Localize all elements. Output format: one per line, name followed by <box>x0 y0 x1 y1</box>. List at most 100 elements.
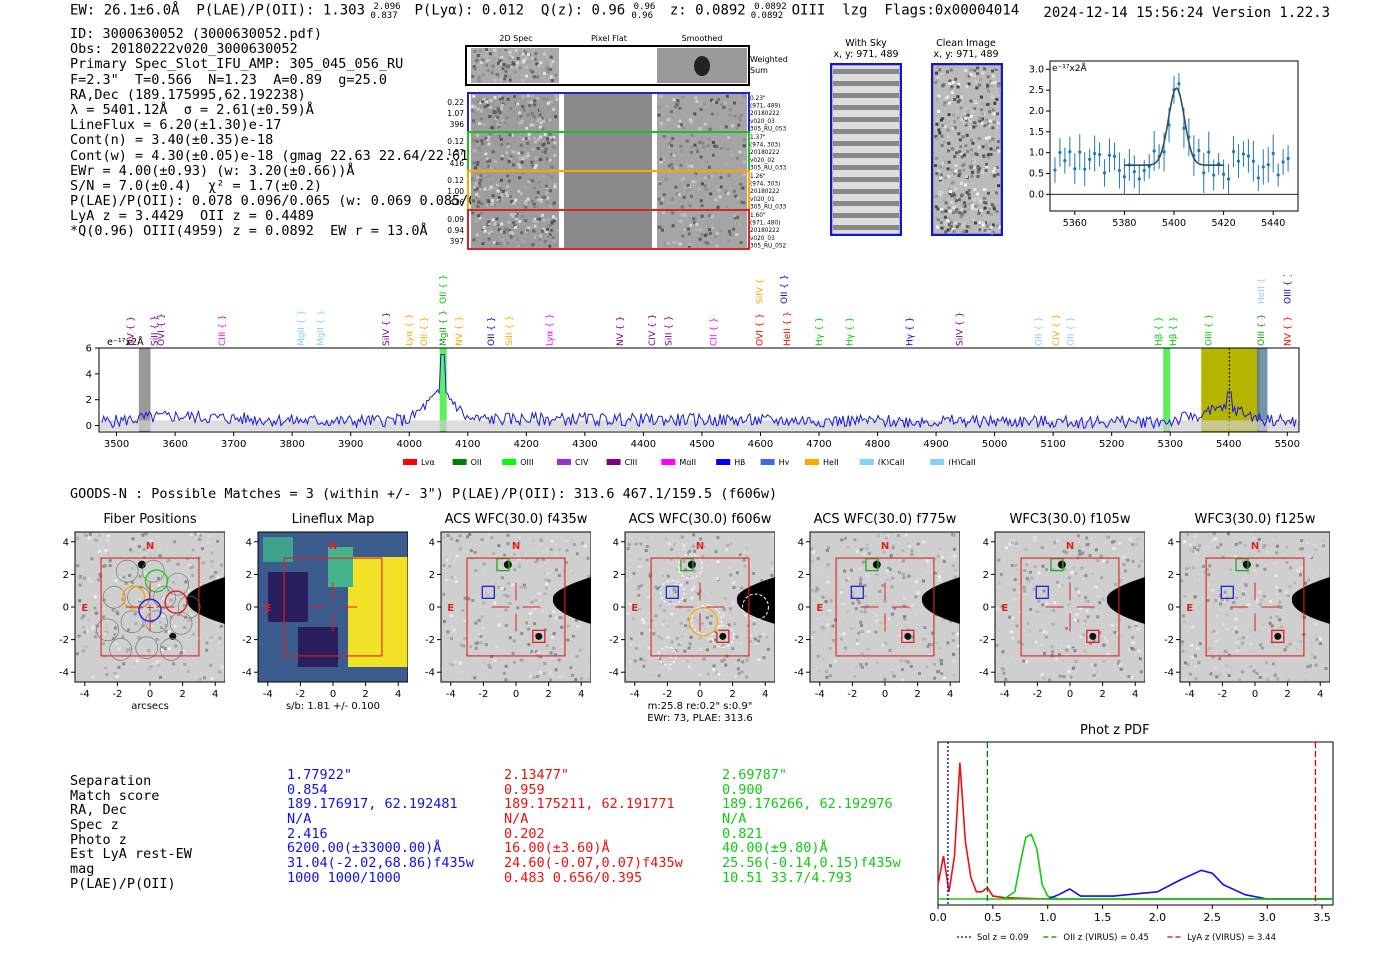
cutout-noise <box>518 540 522 544</box>
cutout-noise <box>1260 646 1264 650</box>
cutout-noise <box>1255 671 1259 675</box>
fiber-circle <box>153 585 177 609</box>
noise-pixel <box>523 185 527 189</box>
cutout-noise <box>1190 625 1194 629</box>
cutout-noise <box>1100 576 1104 580</box>
noise-pixel <box>494 160 498 164</box>
clean-noise <box>953 120 957 124</box>
cutout-noise <box>1015 624 1019 628</box>
match-value: N/A <box>504 811 529 828</box>
clean-noise <box>970 153 974 157</box>
cutout-noise <box>674 649 678 653</box>
zoom-y-tick-label: 2.5 <box>1029 85 1044 96</box>
noise-pixel <box>486 159 490 163</box>
clean-noise <box>963 220 967 224</box>
noise-pixel <box>667 118 671 122</box>
cutout-noise <box>474 621 478 625</box>
noise-pixel <box>506 194 510 198</box>
cutout-noise <box>185 605 189 609</box>
cutout-noise <box>84 533 88 537</box>
clean-noise <box>970 203 974 207</box>
cutout-noise <box>1183 540 1187 544</box>
y-tick-label: 4 <box>246 537 252 548</box>
fiber-circle <box>177 595 201 619</box>
noise-pixel <box>512 62 516 66</box>
cutout-noise <box>463 596 467 600</box>
clean-noise <box>954 199 958 203</box>
fiber-circle <box>135 636 159 660</box>
cutout-noise <box>1261 623 1265 627</box>
noise-pixel <box>472 119 476 123</box>
cutout-noise <box>931 631 935 635</box>
clean-noise <box>936 78 940 82</box>
noise-pixel <box>696 150 700 154</box>
cutout-noise <box>209 636 213 640</box>
cutout-noise <box>949 619 953 623</box>
cutout-noise <box>167 630 171 634</box>
cutout-noise <box>552 610 556 614</box>
cutout-noise <box>1092 669 1096 673</box>
clean-noise <box>950 147 954 151</box>
cutout-noise <box>1085 609 1089 613</box>
noise-pixel <box>693 143 697 147</box>
match-value: 189.175211, 62.191771 <box>504 796 675 813</box>
clean-noise <box>994 67 998 71</box>
compass-east: E <box>447 603 454 614</box>
cutout-noise <box>1284 590 1288 594</box>
noise-pixel <box>527 133 531 137</box>
cutout-noise <box>699 549 703 553</box>
cutout-noise <box>953 547 957 551</box>
clean-noise <box>989 125 993 129</box>
cutout-noise <box>1086 542 1090 546</box>
noise-pixel <box>478 147 482 151</box>
noise-pixel <box>531 235 535 239</box>
noise-pixel <box>524 212 528 216</box>
noise-pixel <box>700 232 704 236</box>
clean-noise <box>973 221 977 225</box>
cutout-noise <box>1278 618 1282 622</box>
info-line: *Q(0.96) OIII(4959) z = 0.0892 EW r = 13… <box>70 223 428 240</box>
cutout-noise <box>875 575 879 579</box>
source-blob <box>687 560 696 569</box>
x-tick-label: 4 <box>1132 689 1138 700</box>
cutout-noise <box>654 614 658 618</box>
y-tick-label: 2 <box>429 570 435 581</box>
cutout-noise <box>745 656 749 660</box>
clean-noise <box>967 74 971 78</box>
clean-noise <box>947 160 951 164</box>
cutout-noise <box>740 586 744 590</box>
cutout-noise <box>687 551 691 555</box>
clean-noise <box>970 114 974 118</box>
noise-pixel <box>679 123 683 127</box>
cutout-noise <box>1212 532 1216 536</box>
noise-pixel <box>678 106 682 110</box>
cutout-noise <box>692 585 696 589</box>
cutout-noise <box>951 631 955 635</box>
cutout-noise <box>1006 639 1010 643</box>
noise-pixel <box>516 56 520 60</box>
noise-pixel <box>492 110 496 114</box>
clean-noise <box>969 99 973 103</box>
cutout-noise <box>1014 541 1018 545</box>
clean-noise <box>984 136 988 140</box>
cutout-noise <box>560 625 564 629</box>
clean-noise <box>989 80 993 84</box>
noise-pixel <box>724 143 728 147</box>
cutout-noise <box>506 533 510 537</box>
cutout-noise <box>1286 676 1290 680</box>
noise-pixel <box>726 147 730 151</box>
cutout-noise <box>157 663 161 667</box>
clean-noise <box>935 136 939 140</box>
cutout-noise <box>1065 656 1069 660</box>
clean-noise <box>939 118 943 122</box>
cutout-noise <box>498 657 502 661</box>
cutout-noise <box>767 636 771 640</box>
noise-pixel <box>488 159 492 163</box>
noise-pixel <box>478 216 482 220</box>
noise-pixel <box>511 55 515 59</box>
noise-pixel <box>548 244 552 248</box>
clean-noise <box>953 126 957 130</box>
noise-pixel <box>490 202 494 206</box>
cutout-noise <box>482 570 486 574</box>
x-tick-label: 4 <box>212 689 218 700</box>
